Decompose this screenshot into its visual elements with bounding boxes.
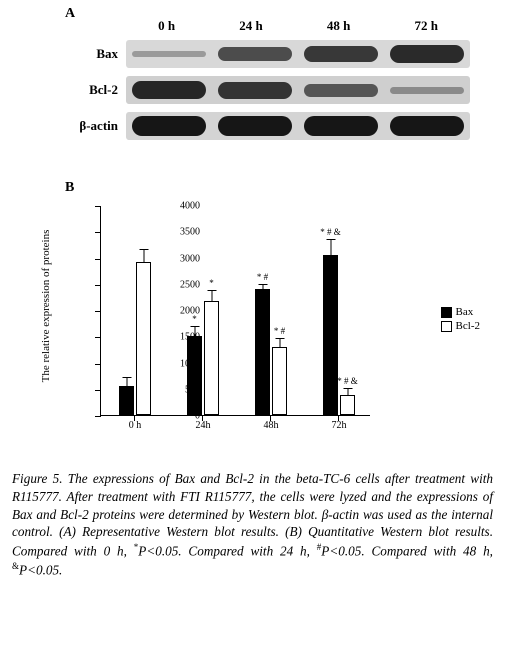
blot-band	[390, 87, 464, 94]
panel-b-chart: The relative expression of proteins 0 h*…	[50, 196, 480, 456]
caption-sig1-txt: P<0.05. Compared with 24 h,	[138, 544, 317, 559]
timepoint-label: 24 h	[239, 18, 262, 34]
y-tick-label: 2000	[180, 306, 200, 317]
error-bar	[330, 240, 331, 255]
y-tick-label: 1500	[180, 332, 200, 343]
caption-sig3-txt: P<0.05.	[19, 563, 62, 578]
figure-caption: Figure 5. The expressions of Bax and Bcl…	[12, 470, 493, 580]
error-cap	[190, 326, 199, 327]
blot-row: Bcl-2	[70, 76, 470, 104]
significance-marker: * #	[257, 272, 268, 282]
blot-label: Bcl-2	[70, 82, 126, 98]
x-tick-label: 48h	[264, 420, 279, 431]
y-tick-label: 3000	[180, 253, 200, 264]
significance-marker: * # &	[320, 227, 341, 237]
panel-a-blots: 0 h 24 h 48 h 72 h Bax Bcl-2 β-actin	[70, 18, 470, 148]
blot-band	[218, 47, 292, 61]
blot-band	[132, 51, 206, 57]
caption-fignum: Figure 5.	[12, 471, 63, 486]
y-tick	[95, 285, 101, 286]
blot-strip	[126, 40, 470, 68]
significance-marker: *	[209, 278, 214, 288]
x-tick	[270, 416, 271, 421]
bar	[204, 301, 219, 415]
blot-strip	[126, 112, 470, 140]
significance-marker: * # &	[337, 376, 358, 386]
y-tick	[95, 390, 101, 391]
timepoint-label: 48 h	[327, 18, 350, 34]
error-cap	[207, 290, 216, 291]
y-tick	[95, 259, 101, 260]
blot-band	[218, 82, 292, 99]
x-tick-label: 0 h	[129, 420, 142, 431]
error-cap	[326, 239, 335, 240]
blot-row: β-actin	[70, 112, 470, 140]
blot-band	[304, 116, 378, 136]
blot-label: Bax	[70, 46, 126, 62]
error-cap	[122, 377, 131, 378]
bar	[340, 395, 355, 415]
bar	[272, 347, 287, 415]
y-tick-label: 3500	[180, 227, 200, 238]
x-tick-label: 24h	[196, 420, 211, 431]
timepoint-label: 0 h	[158, 18, 175, 34]
y-axis-title: The relative expression of proteins	[40, 230, 52, 383]
legend-label: Bcl-2	[456, 320, 480, 332]
blot-band	[390, 116, 464, 136]
y-tick-label: 2500	[180, 279, 200, 290]
error-cap	[258, 284, 267, 285]
chart-plot-area: 0 h**24h* #* #48h* # &* # &72h	[100, 206, 370, 416]
error-bar	[262, 285, 263, 289]
timepoint-label: 72 h	[414, 18, 437, 34]
legend-item: Bcl-2	[441, 320, 480, 332]
bar	[255, 289, 270, 415]
y-tick-label: 500	[185, 384, 200, 395]
caption-sig3-sym: &	[12, 561, 19, 571]
legend-swatch	[441, 321, 452, 332]
blot-band	[132, 81, 206, 99]
error-cap	[343, 388, 352, 389]
significance-marker: * #	[274, 326, 285, 336]
y-tick-label: 0	[195, 411, 200, 422]
x-tick	[134, 416, 135, 421]
legend-label: Bax	[456, 306, 474, 318]
y-tick-label: 4000	[180, 201, 200, 212]
caption-sig2-txt: P<0.05. Compared with 48 h,	[321, 544, 493, 559]
y-tick	[95, 364, 101, 365]
error-bar	[143, 250, 144, 262]
x-tick	[202, 416, 203, 421]
panel-b-label: B	[65, 180, 74, 196]
error-bar	[347, 389, 348, 395]
bar	[136, 262, 151, 415]
x-tick-label: 72h	[332, 420, 347, 431]
legend-swatch	[441, 307, 452, 318]
blot-band	[304, 84, 378, 97]
y-tick	[95, 311, 101, 312]
blot-band	[304, 46, 378, 62]
error-cap	[139, 249, 148, 250]
bar	[323, 255, 338, 415]
y-tick	[95, 206, 101, 207]
error-cap	[275, 338, 284, 339]
timepoints-row: 0 h 24 h 48 h 72 h	[126, 18, 470, 34]
y-tick	[95, 416, 101, 417]
error-bar	[126, 378, 127, 386]
blot-strip	[126, 76, 470, 104]
chart-legend: Bax Bcl-2	[441, 306, 480, 334]
blot-label: β-actin	[70, 118, 126, 134]
error-bar	[279, 339, 280, 347]
y-tick	[95, 337, 101, 338]
blot-band	[218, 116, 292, 136]
blot-band	[390, 45, 464, 63]
error-bar	[211, 291, 212, 300]
y-tick-label: 1000	[180, 358, 200, 369]
blot-band	[132, 116, 206, 136]
x-tick	[338, 416, 339, 421]
blot-row: Bax	[70, 40, 470, 68]
legend-item: Bax	[441, 306, 480, 318]
bar	[119, 386, 134, 415]
y-tick	[95, 232, 101, 233]
bar	[187, 336, 202, 415]
